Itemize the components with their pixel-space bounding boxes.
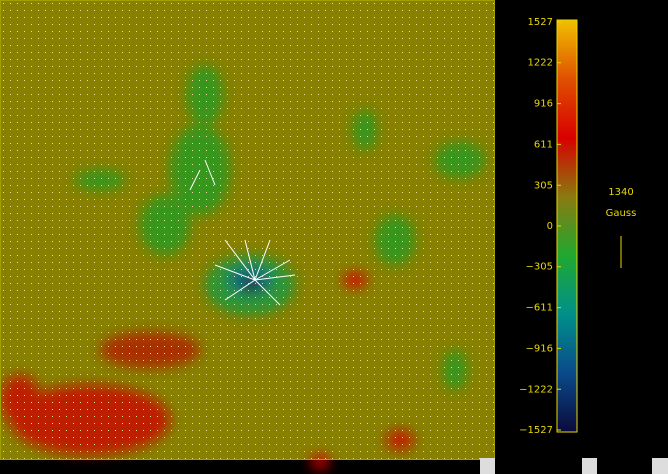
window-icons <box>480 458 668 474</box>
colorbar-tick-label: −916 <box>526 343 553 354</box>
magnetogram <box>0 0 495 470</box>
colorbar-tick-label: 611 <box>534 139 553 150</box>
colorbar-tick-label: 0 <box>547 221 553 232</box>
colorbar-tick-label: −1527 <box>519 425 553 436</box>
colorbar-tick-label: 305 <box>534 180 553 191</box>
colorbar-tick-label: 916 <box>534 99 553 110</box>
vector-scale-value: 1340 <box>608 187 633 198</box>
vector-scale-unit: Gauss <box>606 208 637 219</box>
colorbar-tick-label: 1222 <box>528 58 553 69</box>
colorbar-tick-label: −305 <box>526 262 553 273</box>
colorbar-tick-label: 1527 <box>528 17 553 28</box>
colorbar-tick-label: −1222 <box>519 384 553 395</box>
colorbar-tick-label: −611 <box>526 303 553 314</box>
